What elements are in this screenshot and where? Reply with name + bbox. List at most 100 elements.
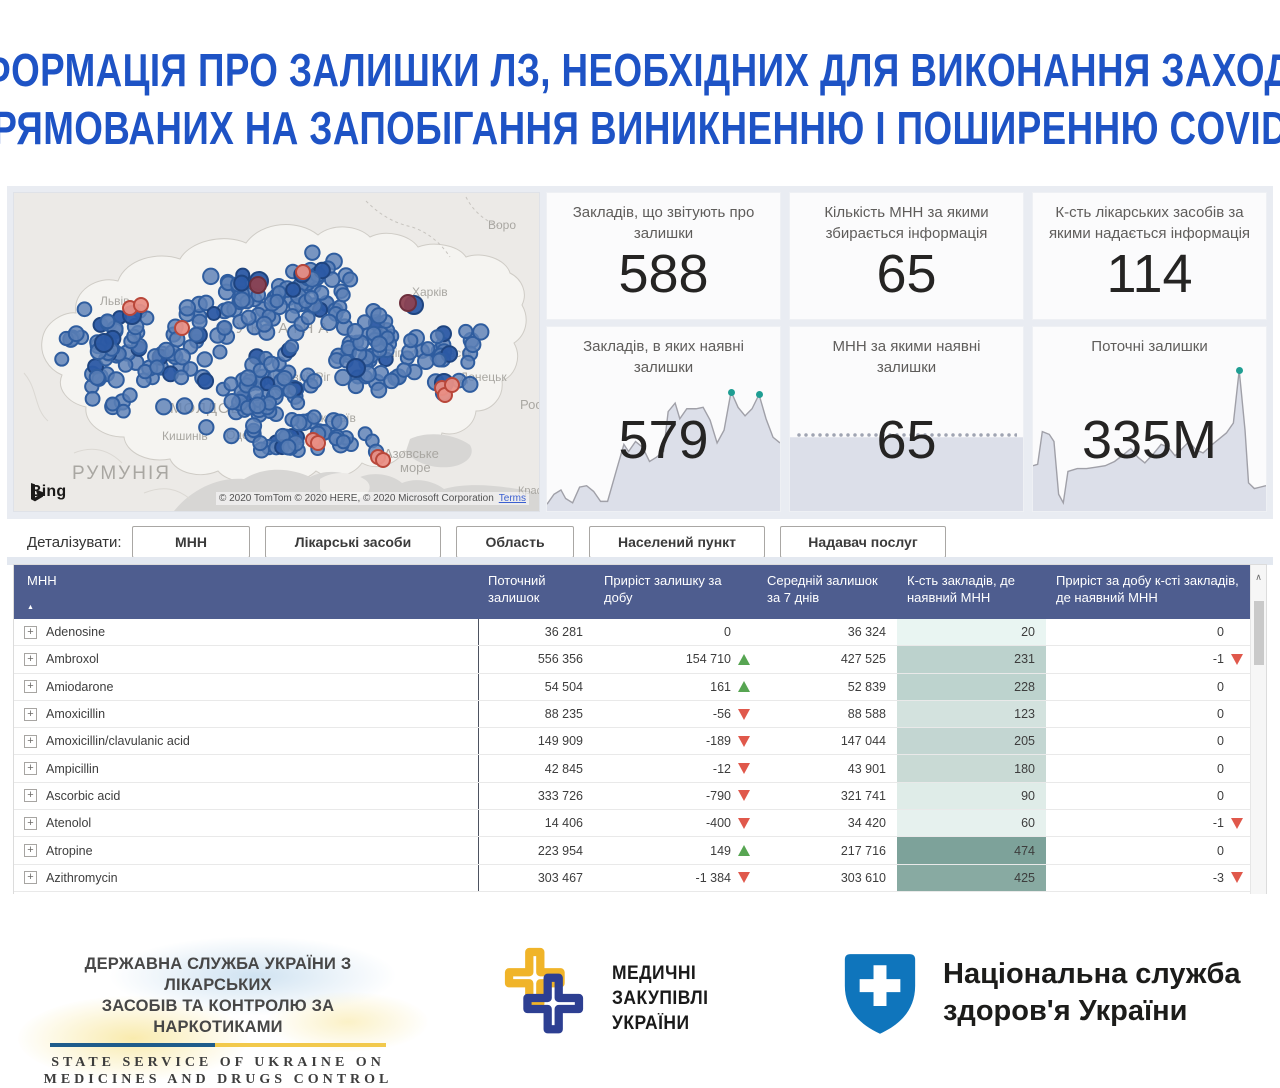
map-data-point (420, 341, 436, 357)
table-row[interactable]: + Ampicillin 42 845 -12 43 901 180 0 (14, 755, 1250, 783)
facility-delta-arrow-slot (1224, 872, 1245, 884)
table-row[interactable]: + Ambroxol 556 356 154 710 427 525 231 -1 (14, 646, 1250, 674)
sparkline-chart (1033, 361, 1266, 511)
cell-mnn-name: + Ambroxol (14, 646, 478, 672)
terms-link[interactable]: Terms (498, 493, 526, 504)
row-expand-icon[interactable]: + (24, 652, 37, 666)
scrollbar-up-arrow[interactable]: ∧ (1255, 572, 1262, 582)
table-row[interactable]: + Ascorbic acid 333 726 -790 321 741 90 0 (14, 782, 1250, 811)
cell-mnn-name: + Ascorbic acid (14, 783, 478, 809)
map-data-point (206, 306, 222, 321)
mnn-name-text: Atenolol (46, 816, 92, 831)
kpi-card-label: МНН за якими наявні залишки (832, 338, 981, 376)
map-visual[interactable]: ВороХарківЛьвівУКРАЇНАДніпропетровськКри… (14, 193, 539, 511)
table-row[interactable]: + Atropine 223 954 149 217 716 474 0 (14, 837, 1250, 865)
map-data-point (331, 413, 349, 431)
row-expand-icon[interactable]: + (24, 680, 37, 694)
row-expand-icon[interactable]: + (24, 625, 37, 639)
delta-value: -189 (705, 734, 731, 749)
map-data-point (472, 323, 490, 341)
delta-arrow-slot (731, 735, 752, 747)
column-header-5[interactable]: К-сть закладів, де наявний МНН (907, 573, 1015, 605)
mnn-name-text: Amiodarone (46, 679, 114, 694)
delta-value: -12 (712, 761, 731, 776)
delta-value: 161 (710, 679, 731, 694)
drill-button-3[interactable]: Область (456, 526, 574, 558)
map-data-point (212, 344, 228, 360)
map-data-point (198, 397, 215, 415)
map-place-label: Рос (520, 397, 539, 412)
column-header-4[interactable]: Середній залишок за 7 днів (767, 573, 878, 605)
map-data-point (295, 264, 311, 280)
kpi-card-value: 579 (618, 410, 709, 470)
map-data-point (290, 413, 308, 432)
detail-bar: Деталізувати: МНН Лікарські засоби Область… (14, 526, 1266, 558)
map-data-point (54, 351, 70, 367)
table-row[interactable]: + Amoxicillin 88 235 -56 88 588 123 0 (14, 700, 1250, 729)
table-scrollbar[interactable]: ∧ (1250, 565, 1266, 894)
cell-facility-count: 20 (897, 619, 1046, 646)
table-row[interactable]: + Azithromycin 303 467 -1 384 303 610 425 -3 (14, 864, 1250, 892)
mnn-name-text: Atropine (46, 843, 93, 858)
cell-daily-delta: 149 (594, 837, 757, 863)
row-expand-icon[interactable]: + (24, 871, 37, 885)
kpi-card-label: Закладів, в яких наявні залишки (583, 338, 744, 376)
kpi-card-1: Закладів, що звітують про залишки 588 (547, 193, 780, 319)
drill-button-2[interactable]: Лікарські засоби (265, 526, 441, 558)
cell-current-stock: 333 726 (478, 782, 594, 810)
row-expand-icon[interactable]: + (24, 844, 37, 858)
cell-daily-delta: -790 (594, 783, 757, 809)
column-header-6[interactable]: Приріст за добу к-сті закладів, де наявн… (1056, 573, 1239, 605)
state-service-logo: ДЕРЖАВНА СЛУЖБА УКРАЇНИ З ЛІКАРСЬКИХ ЗАС… (18, 936, 428, 1087)
table-row[interactable]: + Amiodarone 54 504 161 52 839 228 0 (14, 673, 1250, 701)
table-row[interactable]: + Atenolol 14 406 -400 34 420 60 -1 (14, 810, 1250, 838)
cell-avg-7days: 52 839 (847, 679, 886, 694)
map-data-point (461, 375, 479, 393)
cell-current-stock: 88 235 (478, 700, 594, 728)
kpi-card-value: 114 (1106, 244, 1193, 304)
column-header-1[interactable]: МНН ▲ (14, 565, 478, 619)
delta-arrow-slot (731, 653, 752, 665)
cell-mnn-name: + Azithromycin (14, 865, 478, 891)
row-expand-icon[interactable]: + (24, 734, 37, 748)
map-data-point (157, 341, 176, 360)
kpi-card-value: 335M (1081, 410, 1218, 470)
row-expand-icon[interactable]: + (24, 762, 37, 776)
cell-avg-7days: 34 420 (847, 816, 886, 831)
map-data-point (198, 419, 215, 436)
drill-button-5[interactable]: Надавач послуг (780, 526, 946, 558)
map-data-point (304, 244, 321, 261)
facility-delta-value: 0 (1217, 788, 1224, 803)
table-row[interactable]: + Adenosine 36 281 0 36 324 20 0 (14, 619, 1250, 647)
watercolor-blob-yellow (18, 996, 248, 1081)
map-data-point (403, 332, 419, 349)
drill-button-4[interactable]: Населений пункт (589, 526, 765, 558)
ukraine-map: ВороХарківЛьвівУКРАЇНАДніпропетровськКри… (14, 193, 539, 511)
map-data-point (458, 323, 474, 340)
map-data-point (178, 299, 197, 317)
map-data-point (223, 392, 241, 411)
cell-avg-7days: 427 525 (840, 652, 886, 667)
map-dots (54, 244, 490, 468)
column-header-2[interactable]: Поточний залишок (488, 573, 546, 605)
cell-facility-count: 474 (897, 837, 1046, 864)
row-expand-icon[interactable]: + (24, 707, 37, 721)
cell-current-stock: 14 406 (478, 810, 594, 837)
arrow-down-icon (738, 763, 750, 775)
row-expand-icon[interactable]: + (24, 789, 37, 803)
cell-avg-7days: 43 901 (847, 761, 886, 776)
map-data-point (233, 274, 251, 292)
column-header-3[interactable]: Приріст залишку за добу (604, 573, 722, 605)
map-data-point (383, 372, 400, 390)
bing-logo[interactable]: Bing (30, 483, 66, 502)
cell-facility-delta: 0 (1046, 674, 1250, 700)
scrollbar-thumb[interactable] (1254, 601, 1264, 665)
cell-facility-count: 228 (897, 673, 1046, 700)
nszu-logo: Національна служба здоров'я України (843, 950, 1241, 1036)
row-expand-icon[interactable]: + (24, 816, 37, 830)
drill-button-1[interactable]: МНН (132, 526, 250, 558)
map-data-point (115, 403, 131, 419)
table-row[interactable]: + Amoxicillin/clavulanic acid 149 909 -189 1… (14, 728, 1250, 756)
map-attribution: © 2020 TomTom © 2020 HERE, © 2020 Micros… (215, 492, 529, 505)
map-data-point (67, 325, 85, 343)
